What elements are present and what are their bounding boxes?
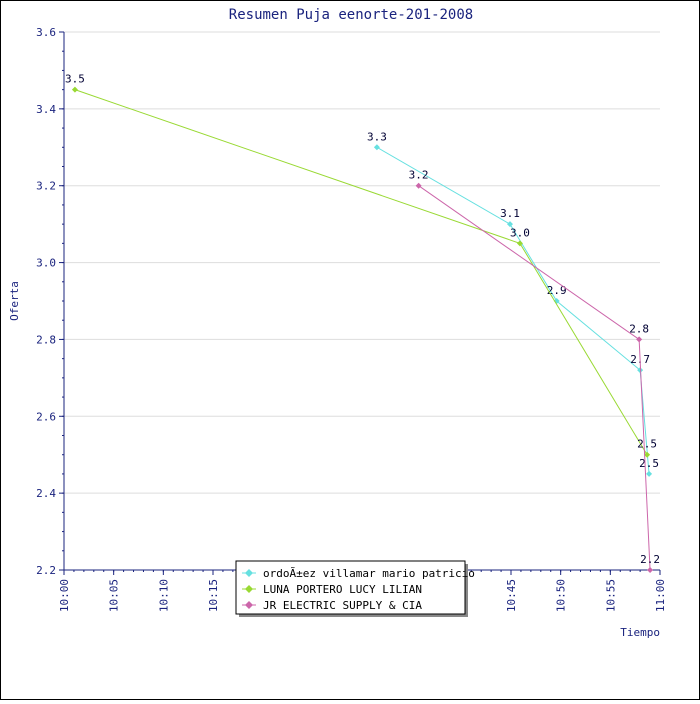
y-axis-label: Oferta <box>8 281 21 321</box>
data-point <box>647 567 654 573</box>
y-tick-label: 2.4 <box>36 487 56 500</box>
data-point <box>507 221 514 228</box>
data-point <box>516 240 523 247</box>
y-tick-label: 2.8 <box>36 333 56 346</box>
data-label: 2.5 <box>637 438 657 451</box>
grid <box>64 31 660 571</box>
x-tick-label: 10:55 <box>604 579 617 612</box>
series-layer: 3.33.12.92.72.53.53.02.53.22.82.2 <box>65 73 660 573</box>
data-point <box>373 144 380 151</box>
legend: ordoÃ±ez villamar mario patricio LUNA POR… <box>235 560 475 617</box>
x-tick-label: 10:00 <box>58 579 71 612</box>
y-tick-label: 2.2 <box>36 564 56 577</box>
x-axis-label: Tiempo <box>620 626 660 639</box>
data-label: 3.5 <box>65 73 85 86</box>
data-label: 2.2 <box>640 553 660 566</box>
x-tick-label: 10:45 <box>505 579 518 612</box>
y-tick-label: 3.0 <box>36 257 56 270</box>
data-point <box>646 470 653 477</box>
data-label: 2.8 <box>629 322 649 335</box>
x-tick-label: 10:05 <box>108 579 121 612</box>
legend-box <box>235 560 466 615</box>
y-tick-label: 3.4 <box>36 103 56 116</box>
legend-label: LUNA PORTERO LUCY LILIAN <box>263 583 422 596</box>
legend-swatch-marker <box>245 601 253 609</box>
y-tick-label: 2.6 <box>36 410 56 423</box>
legend-swatch-marker <box>245 585 253 593</box>
chart-title: Resumen Puja eenorte-201-2008 <box>229 7 473 23</box>
data-label: 3.1 <box>500 207 520 220</box>
series-1: 3.5 3.0 2.5 <box>65 73 657 458</box>
legend-label: JR ELECTRIC SUPPLY & CIA <box>263 599 422 612</box>
series-2: 3.2 2.8 2.2 <box>409 169 660 573</box>
data-point <box>644 451 651 458</box>
y-tick-label: 3.6 <box>36 26 56 39</box>
data-point <box>415 182 422 189</box>
data-label: 3.2 <box>409 169 429 182</box>
data-point <box>636 336 643 343</box>
data-label: 2.9 <box>547 284 567 297</box>
data-label: 3.0 <box>510 226 530 239</box>
legend-label: ordoÃ±ez villamar mario patricio <box>263 567 475 580</box>
series-0: 3.33.12.92.72.5 <box>367 130 659 477</box>
y-tick-label: 3.2 <box>36 180 56 193</box>
data-point <box>71 86 78 93</box>
data-label: 3.3 <box>367 130 387 143</box>
x-tick-label: 11:00 <box>654 579 667 612</box>
data-label: 2.5 <box>639 457 659 470</box>
plot-area <box>64 32 660 570</box>
x-tick-label: 10:10 <box>157 579 170 612</box>
x-tick-label: 10:50 <box>555 579 568 612</box>
x-tick-label: 10:15 <box>207 579 220 612</box>
legend-swatch-marker <box>245 569 253 577</box>
